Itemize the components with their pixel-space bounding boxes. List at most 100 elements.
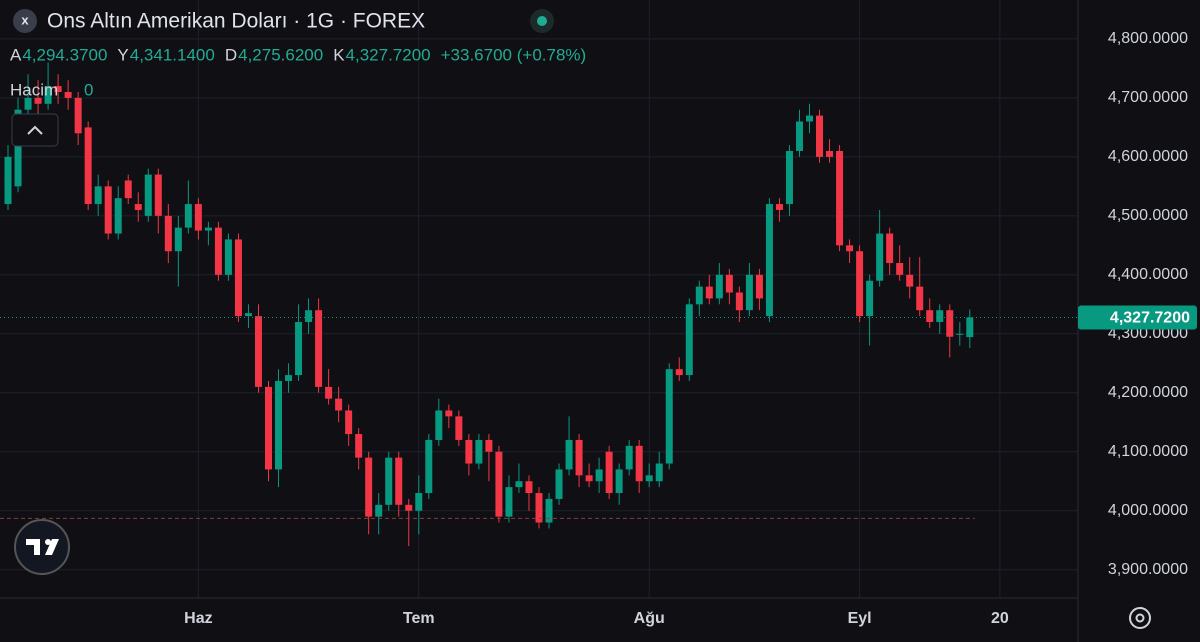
ohlc-key: K [333,45,345,64]
x-tick-label: Haz [184,610,212,627]
candle-body [795,121,803,151]
candle-body [505,487,513,517]
candle-body [44,86,52,104]
candle-body [94,186,102,205]
x-tick-label: Eyl [848,610,872,627]
candle-body [705,286,713,299]
settings-ring [1129,607,1151,629]
y-tick-label: 4,800.0000 [1108,30,1188,47]
candle-body [916,286,924,311]
ohlc-value: 4,294.3700 [22,45,107,64]
settings-core [1135,613,1145,623]
ohlc-legend: A 4,294.3700 Y 4,341.1400 D 4,275.6200 K 4,327.… [10,45,586,64]
ohlc-value: 4,275.6200 [238,45,323,64]
candle-body [224,239,232,275]
candle-body [725,274,733,293]
candle-body [64,92,72,98]
ohlc-change: +33.6700 (+0.78%) [441,45,587,64]
candle-body [254,316,262,387]
candle-body [305,310,313,322]
candle-body [755,274,763,299]
candle-body [345,410,353,435]
candle-body [315,310,323,387]
x-tick-label: 20 [991,610,1009,627]
candle-body [285,375,293,381]
candle-body [325,386,333,399]
candle-body [204,227,212,231]
candles [0,62,1078,547]
y-tick-label: 4,700.0000 [1108,89,1188,106]
candle-body [134,204,142,210]
candle-body [655,463,663,482]
candle-body [635,445,643,482]
candle-body [475,439,483,464]
candle-body [515,481,523,488]
candle-body [144,174,152,216]
candle-body [385,457,393,505]
candle-body [585,475,593,482]
candle-body [34,97,42,104]
close-button[interactable] [13,9,37,33]
chart-title: Ons Altın Amerikan Doları · 1G · FOREX [47,10,425,33]
candle-body [275,380,283,470]
candle-body [575,439,583,476]
candle-body [565,439,573,470]
axes: 3,900.0000 4,000.0000 4,100.0000 4,200.0000… [184,30,1197,627]
logo-mark [45,539,51,545]
ohlc-key: A [10,45,22,64]
candle-body [936,310,944,322]
price-tag-label: 4,327.7200 [1110,310,1190,327]
candle-body [415,493,423,511]
candle-body [665,369,673,464]
collapse-button[interactable] [11,113,59,147]
ohlc-value: 4,327.7200 [346,45,431,64]
collapse-icon [27,125,43,135]
volume-label: Hacim [10,80,58,99]
settings-icon[interactable] [1129,607,1151,629]
candle-body [495,451,503,517]
close-icon: x [21,12,29,27]
ohlc-key: D [225,45,237,64]
candle-body [625,445,633,470]
candle-body [54,86,62,92]
candle-body [876,233,884,281]
candle-body [435,410,443,440]
candle-body [545,498,553,523]
candle-body [525,481,533,494]
candle-body [124,180,132,199]
candle-body [735,292,743,311]
status-dot [537,16,547,26]
candle-body [866,280,874,317]
candle-body [645,475,653,482]
candle-body [335,398,343,411]
y-tick-label: 3,900.0000 [1108,561,1188,578]
candle-body [14,109,22,187]
candle-body [84,127,92,205]
candle-body [785,150,793,205]
candle-body [615,469,623,494]
candle-body [966,317,974,338]
candle-body [886,233,894,264]
candle-body [675,369,683,376]
candle-body [114,198,122,234]
candle-body [445,410,453,417]
candle-body [154,174,162,216]
candle-body [826,150,834,157]
candle-body [405,504,413,511]
candle-body [595,469,603,482]
candle-body [926,310,934,322]
x-tick-label: Ağu [634,610,665,627]
candle-body [104,186,112,234]
candle-body [846,245,854,252]
candle-body [816,115,824,157]
candle-body [295,322,303,376]
candle-body [946,310,954,337]
y-tick-label: 4,500.0000 [1108,207,1188,224]
candle-body [555,469,563,499]
logo[interactable] [14,519,70,575]
candle-body [395,457,403,505]
candle-body [24,97,32,110]
candle-body [264,386,272,470]
candle-body [775,204,783,210]
ohlc-key: Y [117,45,128,64]
